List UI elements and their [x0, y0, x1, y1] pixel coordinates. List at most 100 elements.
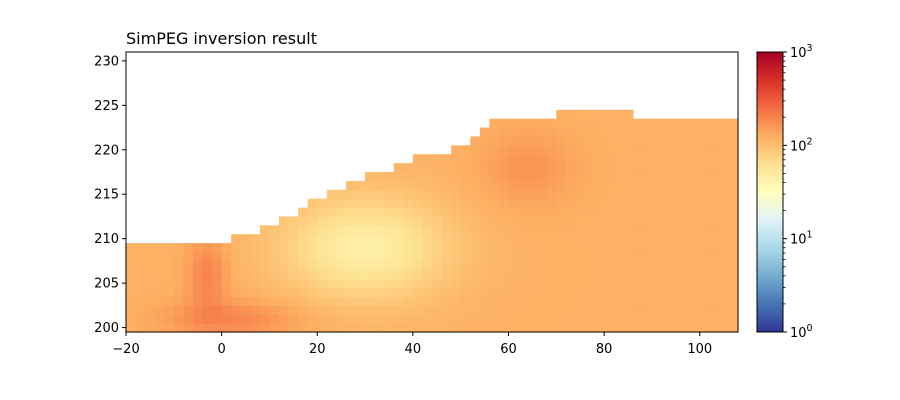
- heatmap-cell: [451, 314, 462, 324]
- heatmap-cell: [575, 269, 586, 280]
- heatmap-cell: [718, 305, 730, 315]
- heatmap-cell: [412, 305, 424, 315]
- heatmap-cell: [518, 163, 529, 173]
- heatmap-cell: [374, 216, 385, 226]
- heatmap-cell: [365, 207, 376, 218]
- heatmap-cell: [671, 154, 682, 164]
- heatmap-cell: [546, 225, 557, 235]
- heatmap-cell: [183, 323, 194, 333]
- heatmap-cell: [623, 260, 634, 271]
- heatmap-cell: [374, 252, 385, 262]
- heatmap-cell: [279, 287, 290, 298]
- heatmap-cell: [460, 172, 471, 182]
- heatmap-cell: [661, 252, 672, 262]
- heatmap-cell: [623, 287, 634, 298]
- heatmap-cell: [728, 172, 739, 182]
- heatmap-cell: [585, 136, 596, 146]
- heatmap-cell: [537, 207, 548, 218]
- heatmap-cell: [355, 278, 366, 289]
- heatmap-cell: [460, 216, 471, 226]
- heatmap-cell: [374, 234, 385, 244]
- heatmap-cell: [718, 243, 730, 253]
- heatmap-cell: [594, 109, 605, 120]
- heatmap-cell: [699, 127, 710, 138]
- heatmap-cell: [259, 243, 271, 253]
- heatmap-cell: [527, 296, 538, 306]
- heatmap-cell: [479, 180, 490, 191]
- heatmap-cell: [489, 278, 500, 289]
- heatmap-cell: [326, 198, 337, 209]
- heatmap-cell: [412, 207, 424, 218]
- heatmap-cell: [623, 305, 634, 315]
- heatmap-cell: [432, 314, 443, 324]
- heatmap-cell: [556, 287, 567, 298]
- heatmap-cell: [718, 118, 730, 129]
- heatmap-cell: [231, 278, 242, 289]
- heatmap-cell: [527, 163, 538, 173]
- heatmap-cell: [192, 278, 204, 289]
- heatmap-cell: [393, 260, 404, 271]
- heatmap-cell: [250, 252, 261, 262]
- heatmap-cell: [269, 305, 280, 315]
- heatmap-cell: [489, 145, 500, 155]
- heatmap-cell: [651, 234, 663, 244]
- y-axis: 200 205 210 215 220 225 230: [94, 54, 126, 336]
- heatmap-cell: [135, 278, 146, 289]
- heatmap-cell: [307, 225, 318, 235]
- heatmap-cell: [709, 216, 720, 226]
- heatmap-cell: [527, 118, 538, 129]
- heatmap-cell: [651, 198, 663, 209]
- heatmap-cell: [527, 323, 538, 333]
- heatmap-cell: [671, 189, 682, 200]
- heatmap-cell: [192, 243, 204, 253]
- heatmap-cell: [432, 243, 443, 253]
- heatmap-cell: [556, 189, 567, 200]
- heatmap-cell: [432, 252, 443, 262]
- heatmap-cell: [412, 269, 424, 280]
- heatmap-cell: [384, 260, 395, 271]
- heatmap-cell: [613, 127, 624, 138]
- heatmap-cell: [565, 278, 577, 289]
- heatmap-cell: [546, 136, 557, 146]
- heatmap-cell: [451, 145, 462, 155]
- heatmap-cell: [489, 234, 500, 244]
- heatmap-cell: [642, 198, 653, 209]
- heatmap-cell: [470, 260, 481, 271]
- heatmap-cell: [412, 260, 424, 271]
- heatmap-cell: [661, 260, 672, 271]
- heatmap-cell: [585, 287, 596, 298]
- heatmap-cell: [259, 296, 271, 306]
- heatmap-cell: [384, 180, 395, 191]
- heatmap-cell: [642, 305, 653, 315]
- heatmap-cell: [212, 287, 223, 298]
- heatmap-cell: [661, 269, 672, 280]
- heatmap-cell: [680, 127, 691, 138]
- heatmap-cell: [307, 323, 318, 333]
- heatmap-cell: [489, 172, 500, 182]
- heatmap-cell: [594, 145, 605, 155]
- heatmap-cell: [661, 314, 672, 324]
- heatmap-cell: [613, 287, 624, 298]
- heatmap-cell: [527, 198, 538, 209]
- heatmap-cell: [259, 252, 271, 262]
- heatmap-cell: [192, 287, 204, 298]
- heatmap-cell: [623, 323, 634, 333]
- heatmap-cell: [728, 198, 739, 209]
- heatmap-cell: [642, 154, 653, 164]
- heatmap-cell: [508, 180, 519, 191]
- heatmap-cell: [613, 118, 624, 129]
- heatmap-cell: [345, 278, 357, 289]
- heatmap-cell: [422, 243, 433, 253]
- heatmap-cell: [135, 269, 146, 280]
- heatmap-cell: [384, 287, 395, 298]
- y-tick-label: 215: [94, 188, 119, 203]
- heatmap-cell: [651, 172, 663, 182]
- heatmap-cell: [651, 243, 663, 253]
- heatmap-cell: [317, 296, 328, 306]
- heatmap-cell: [585, 269, 596, 280]
- heatmap-cell: [365, 323, 376, 333]
- heatmap-cell: [441, 163, 452, 173]
- heatmap-cell: [470, 296, 481, 306]
- heatmap-cell: [173, 323, 184, 333]
- heatmap-cell: [709, 136, 720, 146]
